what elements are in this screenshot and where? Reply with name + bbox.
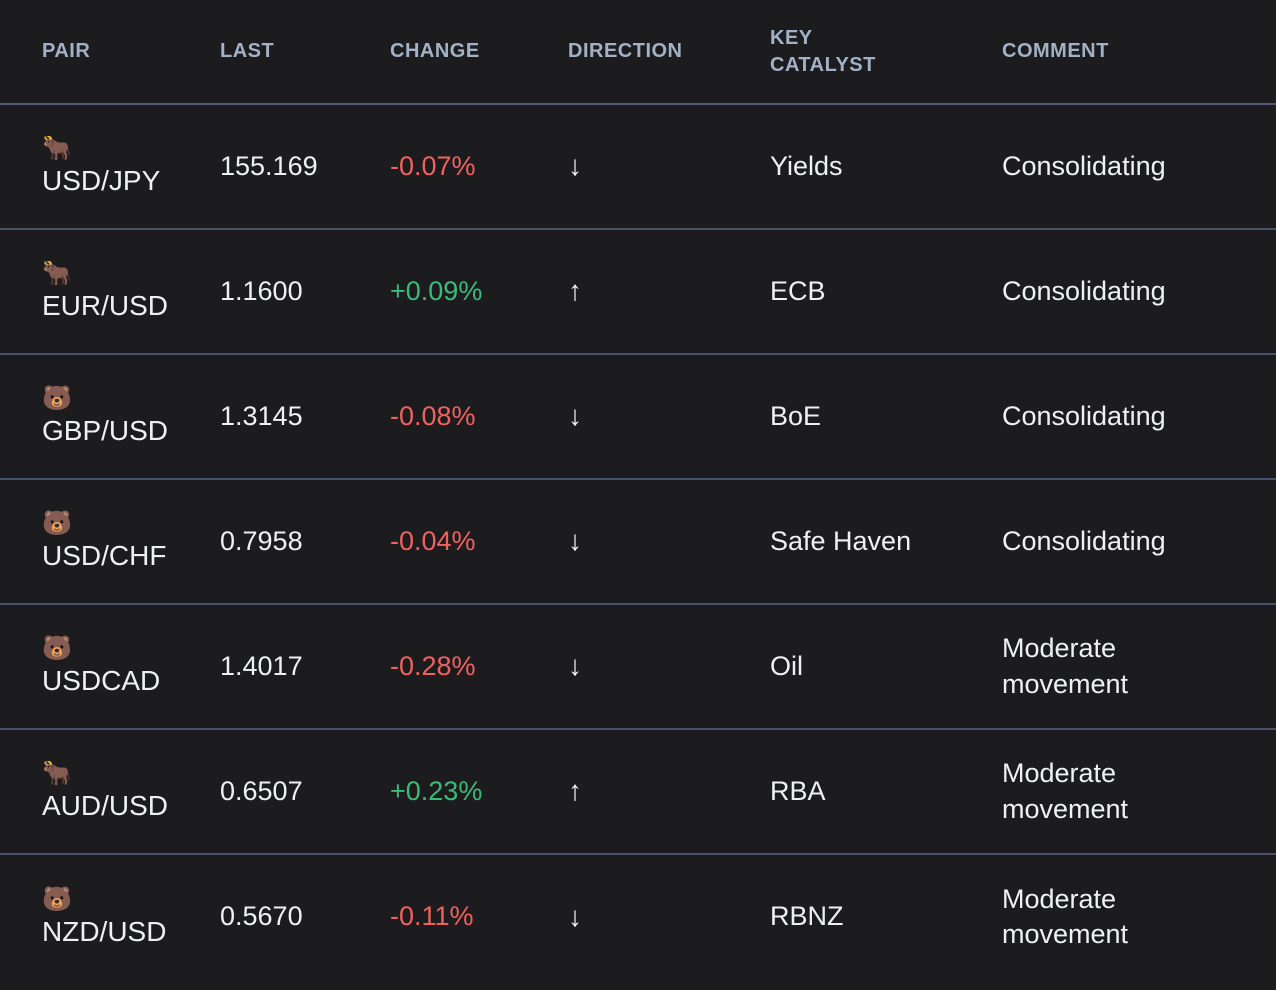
table-row-usdcad: 🐻 USDCAD 1.4017 -0.28% ↓ Oil Moderate mo…	[0, 604, 1276, 730]
key-catalyst: BoE	[770, 354, 1002, 480]
bear-emoji: 🐻	[42, 885, 72, 913]
comment: Moderate movement	[1002, 854, 1276, 979]
column-header-pair-label: PAIR	[42, 40, 91, 62]
comment-text: Moderate movement	[1002, 883, 1129, 949]
direction-down-arrow-icon: ↓	[568, 354, 770, 480]
last-price: 0.6507	[220, 729, 390, 855]
direction-down-arrow-icon: ↓	[568, 900, 582, 932]
comment: Consolidating	[1002, 104, 1276, 230]
column-header-comment-label: COMMENT	[1002, 40, 1109, 62]
change-percent: -0.08%	[390, 354, 568, 480]
key-catalyst: Yields	[770, 104, 1002, 230]
comment: Moderate movement	[1002, 604, 1276, 730]
key-catalyst: RBA	[770, 729, 1002, 855]
column-header-last: LAST	[220, 0, 390, 105]
comment-text: Consolidating	[1002, 150, 1166, 181]
key-catalyst: ECB	[770, 229, 1002, 355]
last-price: 0.5670	[220, 901, 303, 932]
pair-cell: 🐂 EUR/USD	[0, 229, 220, 355]
direction-up-arrow-icon: ↑	[568, 729, 770, 855]
change-percent: -0.07%	[390, 104, 568, 230]
pair-cell: 🐂 AUD/USD	[0, 729, 220, 855]
pair-cell: 🐻 USD/CHF	[0, 479, 220, 605]
pair-cell: 🐻 NZD/USD	[0, 854, 220, 979]
last-price: 1.3145	[220, 354, 390, 480]
key-catalyst: Safe Haven	[770, 479, 1002, 605]
table-row-nzdusd: 🐻 NZD/USD 0.5670 -0.11% ↓ RBNZ Moderate …	[0, 854, 1276, 979]
bear-emoji: 🐻	[42, 635, 72, 663]
pair-name: USDCAD	[42, 665, 161, 697]
table-row-audusd: 🐂 AUD/USD 0.6507 +0.23% ↑ RBA Moderate m…	[0, 729, 1276, 855]
comment-text: Consolidating	[1002, 275, 1166, 306]
direction-up-arrow-icon: ↑	[568, 229, 770, 355]
last-price: 1.1600	[220, 229, 390, 355]
direction-down-arrow-icon: ↓	[568, 604, 770, 730]
table-row-eurusd: 🐂 EUR/USD 1.1600 +0.09% ↑ ECB Consolidat…	[0, 229, 1276, 355]
column-header-change: CHANGE	[390, 0, 568, 105]
pair-name: USD/JPY	[42, 165, 161, 197]
pair-cell: 🐻 GBP/USD	[0, 354, 220, 480]
table-body: 🐂 USD/JPY 155.169 -0.07% ↓ Yields Consol…	[0, 104, 1276, 979]
change-percent: -0.04%	[390, 479, 568, 605]
change-percent: +0.23%	[390, 729, 568, 855]
column-header-key-catalyst-label: KEY CATALYST	[770, 26, 876, 76]
pair-cell: 🐻 USDCAD	[0, 604, 220, 730]
change-percent: +0.09%	[390, 229, 568, 355]
change-percent: -0.11%	[390, 901, 474, 932]
comment: Consolidating	[1002, 479, 1276, 605]
last-price: 1.4017	[220, 604, 390, 730]
direction-down-arrow-icon: ↓	[568, 479, 770, 605]
table-row-usdjpy: 🐂 USD/JPY 155.169 -0.07% ↓ Yields Consol…	[0, 104, 1276, 230]
comment: Consolidating	[1002, 229, 1276, 355]
change-percent: -0.28%	[390, 604, 568, 730]
column-header-comment: COMMENT	[1002, 0, 1276, 105]
column-header-last-label: LAST	[220, 40, 275, 62]
column-header-direction: DIRECTION	[568, 0, 770, 105]
column-header-change-label: CHANGE	[390, 40, 480, 62]
pair-name: EUR/USD	[42, 290, 169, 322]
last-price: 0.7958	[220, 479, 390, 605]
table-header: PAIR LAST CHANGE DIRECTION KEY CATALYST …	[0, 0, 1276, 105]
bear-emoji: 🐻	[42, 385, 72, 413]
key-catalyst: RBNZ	[770, 901, 844, 932]
pair-cell: 🐂 USD/JPY	[0, 104, 220, 230]
comment-text: Moderate movement	[1002, 758, 1129, 824]
bull-emoji: 🐂	[42, 260, 72, 288]
table-row-gbpusd: 🐻 GBP/USD 1.3145 -0.08% ↓ BoE Consolidat…	[0, 354, 1276, 480]
comment: Consolidating	[1002, 354, 1276, 480]
comment-text: Moderate movement	[1002, 633, 1129, 699]
column-header-direction-label: DIRECTION	[568, 40, 683, 62]
last-price: 155.169	[220, 104, 390, 230]
column-header-key-catalyst: KEY CATALYST	[770, 0, 1002, 105]
comment-text: Consolidating	[1002, 400, 1166, 431]
column-header-pair: PAIR	[0, 0, 220, 105]
pair-name: GBP/USD	[42, 415, 169, 447]
pair-name: USD/CHF	[42, 540, 167, 572]
comment-text: Consolidating	[1002, 525, 1166, 556]
header-row: PAIR LAST CHANGE DIRECTION KEY CATALYST …	[0, 0, 1276, 105]
bull-emoji: 🐂	[42, 135, 72, 163]
key-catalyst: Oil	[770, 604, 1002, 730]
bull-emoji: 🐂	[42, 760, 72, 788]
comment: Moderate movement	[1002, 729, 1276, 855]
pair-name: NZD/USD	[42, 915, 167, 947]
pair-name: AUD/USD	[42, 790, 169, 822]
bear-emoji: 🐻	[42, 510, 72, 538]
direction-down-arrow-icon: ↓	[568, 104, 770, 230]
table-row-usdchf: 🐻 USD/CHF 0.7958 -0.04% ↓ Safe Haven Con…	[0, 479, 1276, 605]
